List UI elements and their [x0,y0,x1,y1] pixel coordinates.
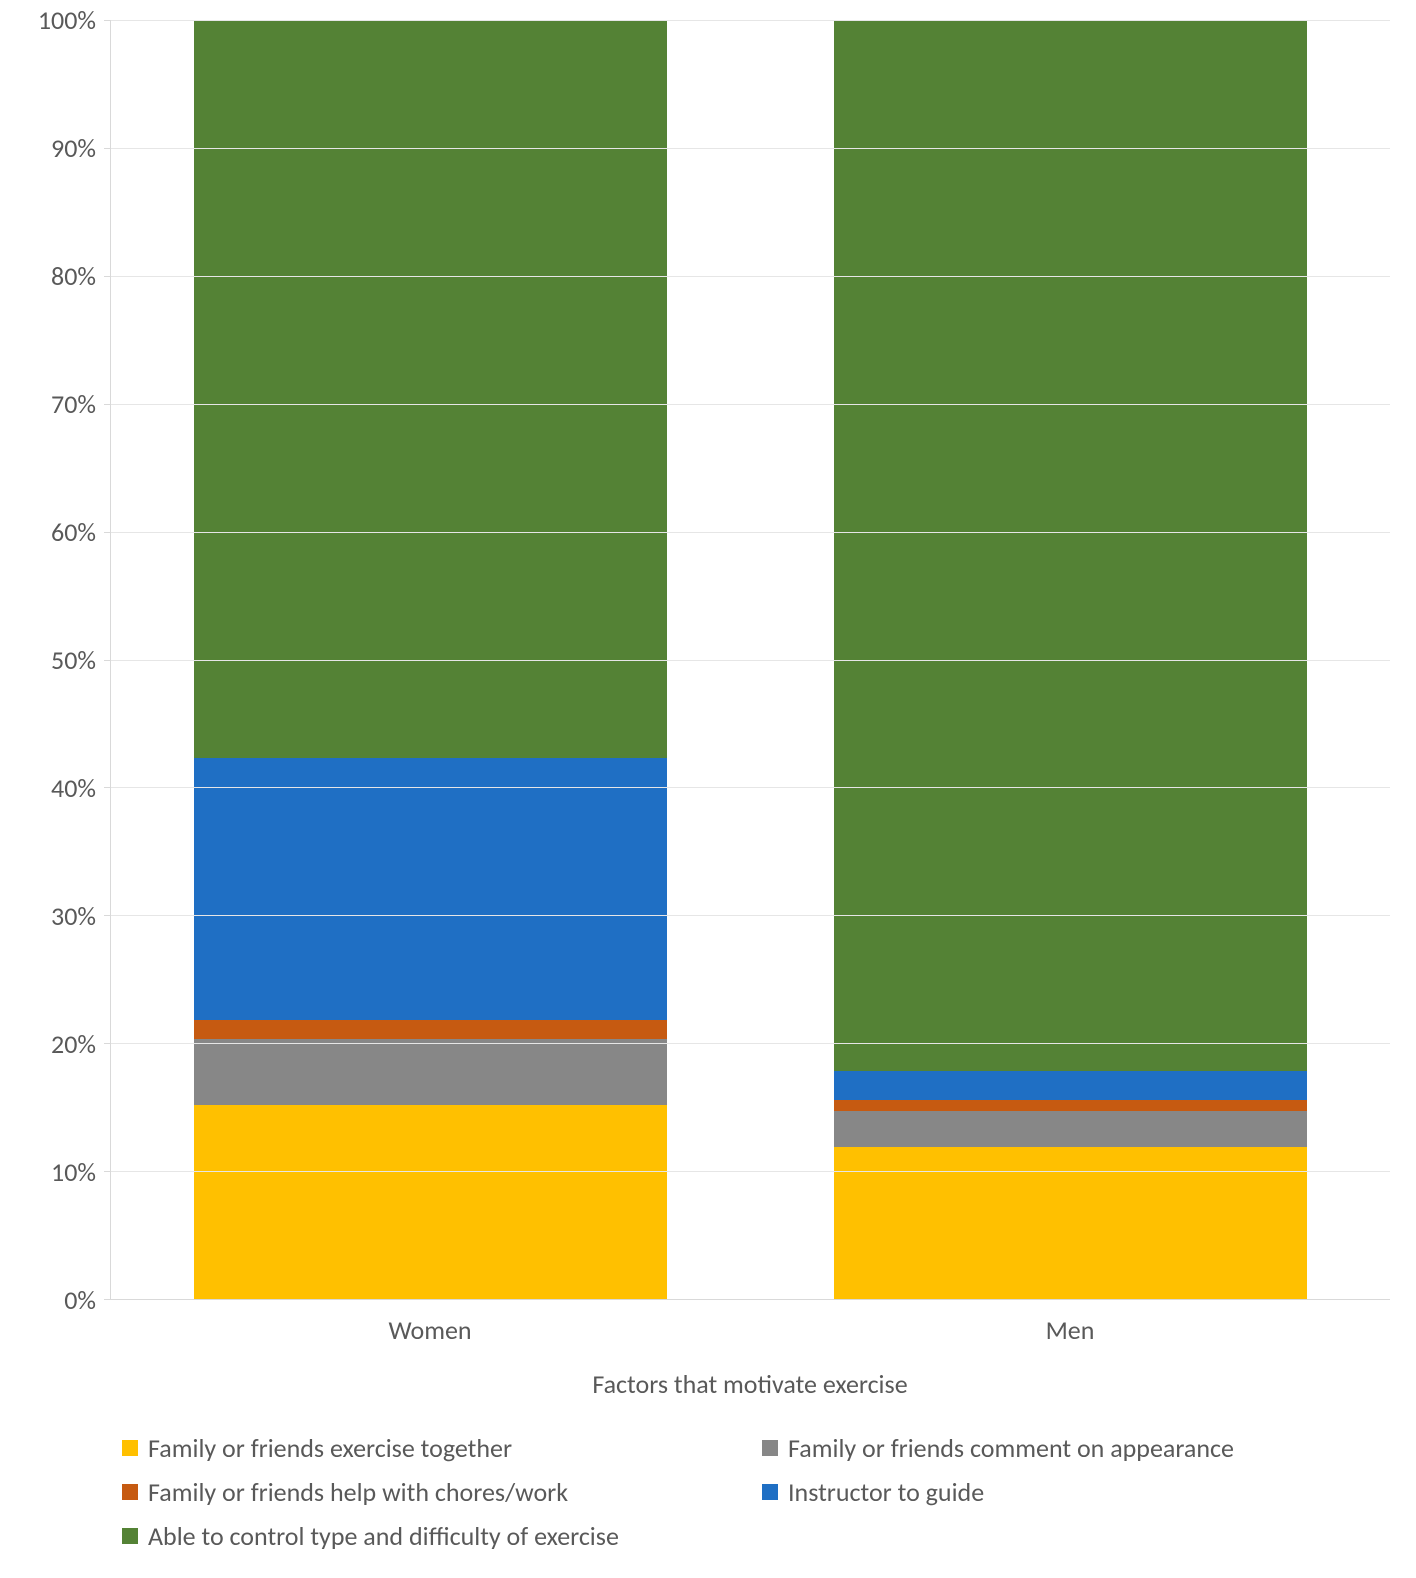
gridline [111,532,1390,533]
y-tick-mark [104,532,111,533]
chart: 0%10%20%30%40%50%60%70%80%90%100% WomenM… [20,20,1396,1558]
bar-segment [194,1039,667,1104]
legend-label: Instructor to guide [788,1476,984,1508]
bar-segment [194,1020,667,1039]
gridline [111,404,1390,405]
y-tick-label: 100% [38,4,96,36]
plot-row: 0%10%20%30%40%50%60%70%80%90%100% [20,20,1396,1300]
gridline [111,276,1390,277]
y-tick-mark [104,404,111,405]
legend-label: Family or friends exercise together [148,1432,512,1464]
bar-segment [194,1105,667,1299]
legend-item: Family or friends exercise together [110,1426,750,1470]
y-tick-mark [104,787,111,788]
y-tick-mark [104,20,111,21]
y-tick-mark [104,148,111,149]
bar-segment [834,1100,1307,1112]
legend-label: Family or friends comment on appearance [788,1432,1234,1464]
y-tick-label: 50% [51,644,96,676]
legend-swatch [122,1484,138,1500]
legend-item: Able to control type and difficulty of e… [110,1514,750,1558]
legend: Family or friends exercise together Famil… [110,1426,1390,1558]
y-axis: 0%10%20%30%40%50%60%70%80%90%100% [20,20,110,1300]
y-tick-mark [104,1299,111,1300]
y-tick-mark [104,1171,111,1172]
y-tick-label: 20% [51,1028,96,1060]
legend-swatch [122,1440,138,1456]
gridline [111,1171,1390,1172]
bar-segment [194,20,667,758]
y-tick-label: 90% [51,132,96,164]
bar-segment [834,20,1307,1071]
y-tick-label: 80% [51,260,96,292]
y-tick-label: 30% [51,900,96,932]
gridline [111,1043,1390,1044]
legend-swatch [762,1440,778,1456]
y-tick-mark [104,1043,111,1044]
x-axis-title: Factors that motivate exercise [110,1368,1390,1400]
legend-swatch [762,1484,778,1500]
gridline [111,148,1390,149]
gridline [111,787,1390,788]
y-tick-label: 60% [51,516,96,548]
gridline [111,660,1390,661]
plot-area [110,20,1390,1300]
legend-item: Family or friends comment on appearance [750,1426,1390,1470]
legend-label: Family or friends help with chores/work [148,1476,568,1508]
x-axis-label: Women [110,1314,750,1346]
y-tick-label: 70% [51,388,96,420]
y-tick-mark [104,915,111,916]
gridline [111,915,1390,916]
legend-item: Instructor to guide [750,1470,1390,1514]
y-tick-label: 0% [64,1284,96,1316]
bar-segment [834,1147,1307,1299]
y-tick-mark [104,660,111,661]
legend-label: Able to control type and difficulty of e… [148,1520,619,1552]
gridline [111,20,1390,21]
bar-segment [834,1111,1307,1147]
y-tick-mark [104,276,111,277]
y-tick-label: 10% [51,1156,96,1188]
legend-item: Family or friends help with chores/work [110,1470,750,1514]
x-axis-labels: WomenMen [110,1314,1390,1346]
legend-swatch [122,1528,138,1544]
x-axis-label: Men [750,1314,1390,1346]
bar-segment [834,1071,1307,1099]
bar-segment [194,758,667,1020]
y-tick-label: 40% [51,772,96,804]
